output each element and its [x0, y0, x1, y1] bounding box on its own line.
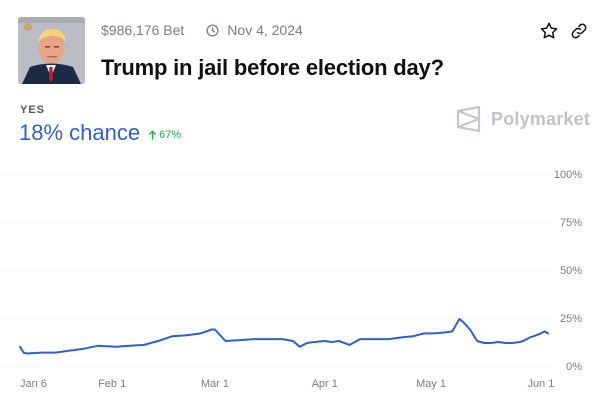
- clock-icon: [206, 23, 219, 37]
- y-tick-label: 75%: [560, 217, 582, 229]
- x-tick-label: Apr 1: [312, 378, 338, 390]
- end-date-text: Nov 4, 2024: [227, 22, 303, 38]
- polymarket-brand: Polymarket: [455, 106, 590, 132]
- change-text: 67%: [159, 129, 182, 141]
- polymarket-logo-icon: [456, 106, 481, 132]
- arrow-up-icon: [149, 130, 157, 140]
- y-tick-label: 25%: [560, 313, 582, 325]
- x-tick-label: Jan 6: [20, 378, 47, 390]
- series-line-yes: [19, 318, 549, 355]
- chance-text: 18% chance: [19, 120, 141, 145]
- volume-text: $986,176 Bet: [101, 22, 185, 38]
- mugshot-image: [18, 17, 85, 84]
- y-tick-label: 100%: [554, 169, 582, 181]
- y-tick-label: 0%: [566, 361, 582, 373]
- outcome-label: YES: [20, 104, 46, 116]
- chance-display: 18% chance 67%: [19, 120, 181, 146]
- watchlist-button[interactable]: [538, 20, 560, 42]
- x-tick-label: May 1: [416, 378, 446, 390]
- brand-name: Polymarket: [491, 108, 591, 129]
- y-axis-labels: 100% 75% 50% 25% 0%: [554, 169, 582, 373]
- market-image[interactable]: [18, 17, 85, 84]
- star-icon: [540, 22, 558, 39]
- market-actions: [538, 20, 590, 42]
- price-chart[interactable]: 100% 75% 50% 25% 0% Jan 6 Feb 1 Mar 1 Apr 1 May …: [0, 155, 600, 401]
- x-tick-label: Jun 1: [527, 378, 554, 390]
- change-badge: 67%: [148, 129, 181, 141]
- link-icon: [571, 23, 587, 39]
- copy-link-button[interactable]: [568, 20, 590, 42]
- chart-grid: [0, 173, 550, 367]
- market-meta: $986,176 Bet Nov 4, 2024: [101, 21, 303, 39]
- market-title: Trump in jail before election day?: [101, 55, 444, 80]
- x-tick-label: Feb 1: [98, 378, 126, 390]
- y-tick-label: 50%: [560, 265, 582, 277]
- x-tick-label: Mar 1: [201, 378, 229, 390]
- x-axis-labels: Jan 6 Feb 1 Mar 1 Apr 1 May 1 Jun 1: [20, 378, 554, 390]
